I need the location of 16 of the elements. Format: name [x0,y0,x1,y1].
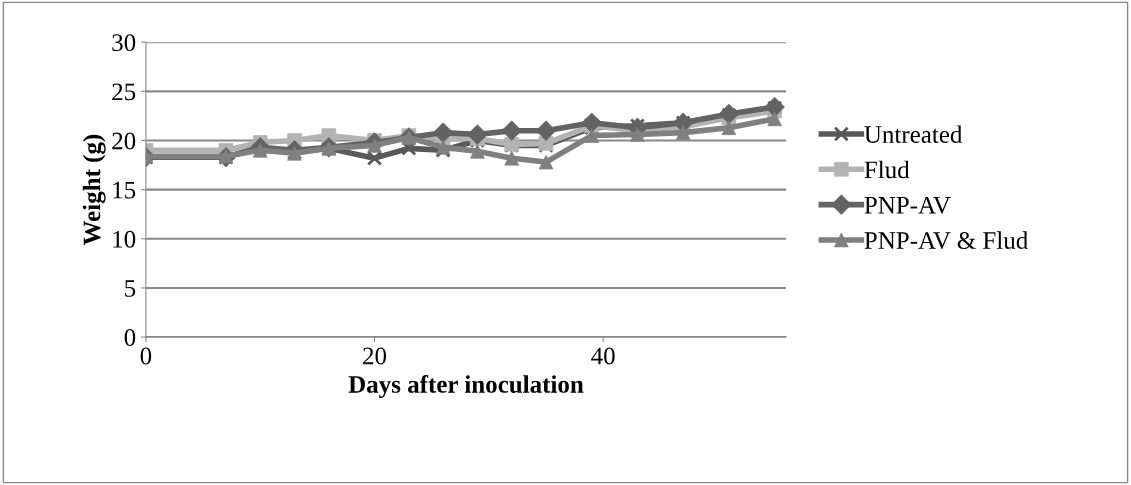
legend-label: Untreated [864,125,963,143]
y-tick-label: 30 [112,34,136,52]
x-tick-label: 20 [363,347,387,365]
x-axis-title: Days after inoculation [348,375,584,399]
y-tick-label: 25 [112,83,136,101]
legend-label: Flud [864,160,910,179]
y-tick-label: 5 [125,280,136,297]
x-tick-label: 0 [140,347,152,365]
y-tick-label: 0 [124,329,136,346]
x-tick-label: 40 [591,347,615,365]
legend-label: PNP-AV [864,196,951,214]
y-axis-title: Weight (g) [82,134,106,246]
y-tick-label: 20 [112,132,136,150]
legend-label: PNP-AV & Flud [864,231,1028,250]
y-tick-label: 15 [113,181,136,199]
y-tick-label: 10 [113,230,136,248]
